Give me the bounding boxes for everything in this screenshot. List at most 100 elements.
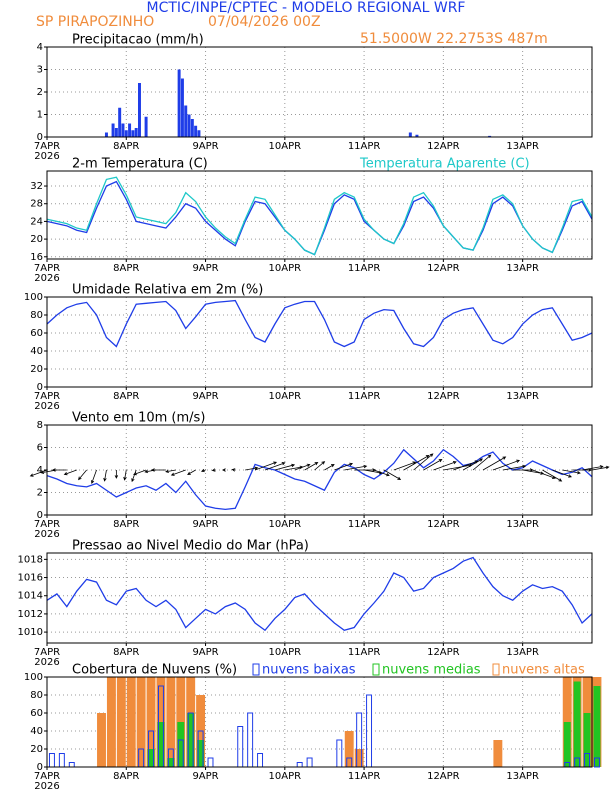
wind-arrow	[294, 463, 311, 471]
wind-arrow	[51, 468, 67, 472]
y-tick-label: 4	[37, 42, 43, 53]
legend-label: nuvens altas	[502, 663, 585, 678]
x-tick-label: 11APR	[348, 141, 381, 152]
y-tick-label: 1018	[18, 554, 43, 565]
x-tick-label: 9APR	[192, 647, 218, 658]
bar	[97, 713, 106, 767]
bar	[124, 130, 128, 137]
y-tick-label: 0	[37, 382, 43, 393]
y-tick-label: 6	[37, 443, 43, 454]
bar	[116, 677, 126, 767]
wind-arrow	[344, 464, 368, 471]
wind-arrow	[591, 465, 610, 471]
y-tick-label: 20	[30, 744, 43, 755]
line	[46, 448, 593, 511]
wind-arrow	[433, 461, 457, 471]
x-year-label: 2026	[34, 529, 59, 540]
x-tick-label: 13APR	[506, 771, 539, 782]
wind-arrow	[151, 468, 166, 472]
y-tick-label: 1014	[18, 591, 43, 602]
bar	[593, 757, 600, 768]
bar	[573, 681, 581, 767]
x-tick-label: 9APR	[192, 519, 218, 530]
x-tick-label: 9APR	[192, 141, 218, 152]
bar	[488, 135, 492, 137]
y-tick-label: 100	[24, 292, 43, 303]
bar	[306, 757, 313, 768]
header-title: MCTIC/INPE/CPTEC - MODELO REGIONAL WRF	[147, 0, 466, 16]
wind-arrow	[304, 462, 319, 471]
wind-arrow	[532, 469, 556, 479]
bar	[106, 677, 116, 767]
x-tick-label: 12APR	[427, 519, 460, 530]
legend-swatch	[372, 663, 380, 676]
bar	[184, 105, 188, 137]
wind-arrow	[211, 468, 216, 472]
bar	[48, 753, 55, 768]
legend-label: nuvens baixas	[262, 663, 356, 678]
plot-frame	[46, 46, 593, 138]
legend-swatch	[252, 663, 260, 676]
wind-arrow	[264, 462, 286, 471]
bar	[136, 677, 146, 767]
y-tick-label: 40	[30, 726, 43, 737]
x-tick-label: 7APR	[34, 647, 60, 658]
bar	[187, 114, 191, 137]
wind-arrow	[552, 469, 572, 478]
bar	[126, 677, 136, 767]
x-tick-label: 13APR	[506, 647, 539, 658]
y-tick-label: 20	[30, 364, 43, 375]
wind-arrow	[502, 464, 527, 471]
y-tick-label: 80	[30, 690, 43, 701]
bar	[157, 722, 165, 767]
wind-arrow	[170, 469, 186, 476]
wind-arrow	[133, 469, 147, 476]
x-tick-label: 10APR	[269, 263, 302, 274]
y-tick-label: 24	[30, 216, 43, 227]
wind-arrow	[492, 459, 521, 471]
y-tick-label: 0	[37, 510, 43, 521]
x-tick-label: 11APR	[348, 771, 381, 782]
y-tick-label: 1	[37, 110, 43, 121]
wind-arrow	[131, 469, 137, 483]
x-tick-label: 7APR	[34, 519, 60, 530]
line	[46, 556, 593, 632]
wind-arrow	[187, 469, 196, 475]
line	[46, 176, 593, 256]
y-tick-label: 40	[30, 346, 43, 357]
wind-arrow	[90, 469, 97, 484]
wind-arrow	[423, 459, 443, 471]
bar	[137, 83, 141, 137]
bar	[104, 132, 108, 137]
y-tick-label: 80	[30, 310, 43, 321]
bar	[111, 123, 115, 137]
y-tick-label: 1010	[18, 627, 43, 638]
plot-frame	[46, 170, 593, 260]
wind-arrow	[231, 468, 236, 472]
bar	[146, 677, 156, 767]
bar	[118, 107, 122, 137]
bar	[194, 125, 198, 137]
wind-arrow	[334, 462, 354, 471]
wind-arrow	[254, 461, 278, 471]
x-tick-label: 12APR	[427, 141, 460, 152]
wind-arrow	[29, 469, 48, 477]
panel-title: Pressao ao Nivel Medio do Mar (hPa)	[72, 539, 309, 554]
bar	[197, 130, 201, 137]
y-tick-label: 0	[37, 762, 43, 773]
y-tick-label: 4	[37, 465, 43, 476]
bar	[144, 116, 148, 137]
y-tick-label: 16	[30, 252, 43, 263]
y-tick-label: 60	[30, 328, 43, 339]
y-tick-label: 0	[37, 132, 43, 143]
x-tick-label: 11APR	[348, 391, 381, 402]
wind-arrow	[482, 456, 507, 471]
wind-arrow	[221, 468, 226, 472]
x-tick-label: 7APR	[34, 391, 60, 402]
x-tick-label: 11APR	[348, 263, 381, 274]
bar	[58, 753, 65, 768]
panel-title: Cobertura de Nuvens (%)	[72, 663, 237, 678]
legend-label: nuvens medias	[382, 663, 481, 678]
wind-arrow	[103, 469, 107, 482]
